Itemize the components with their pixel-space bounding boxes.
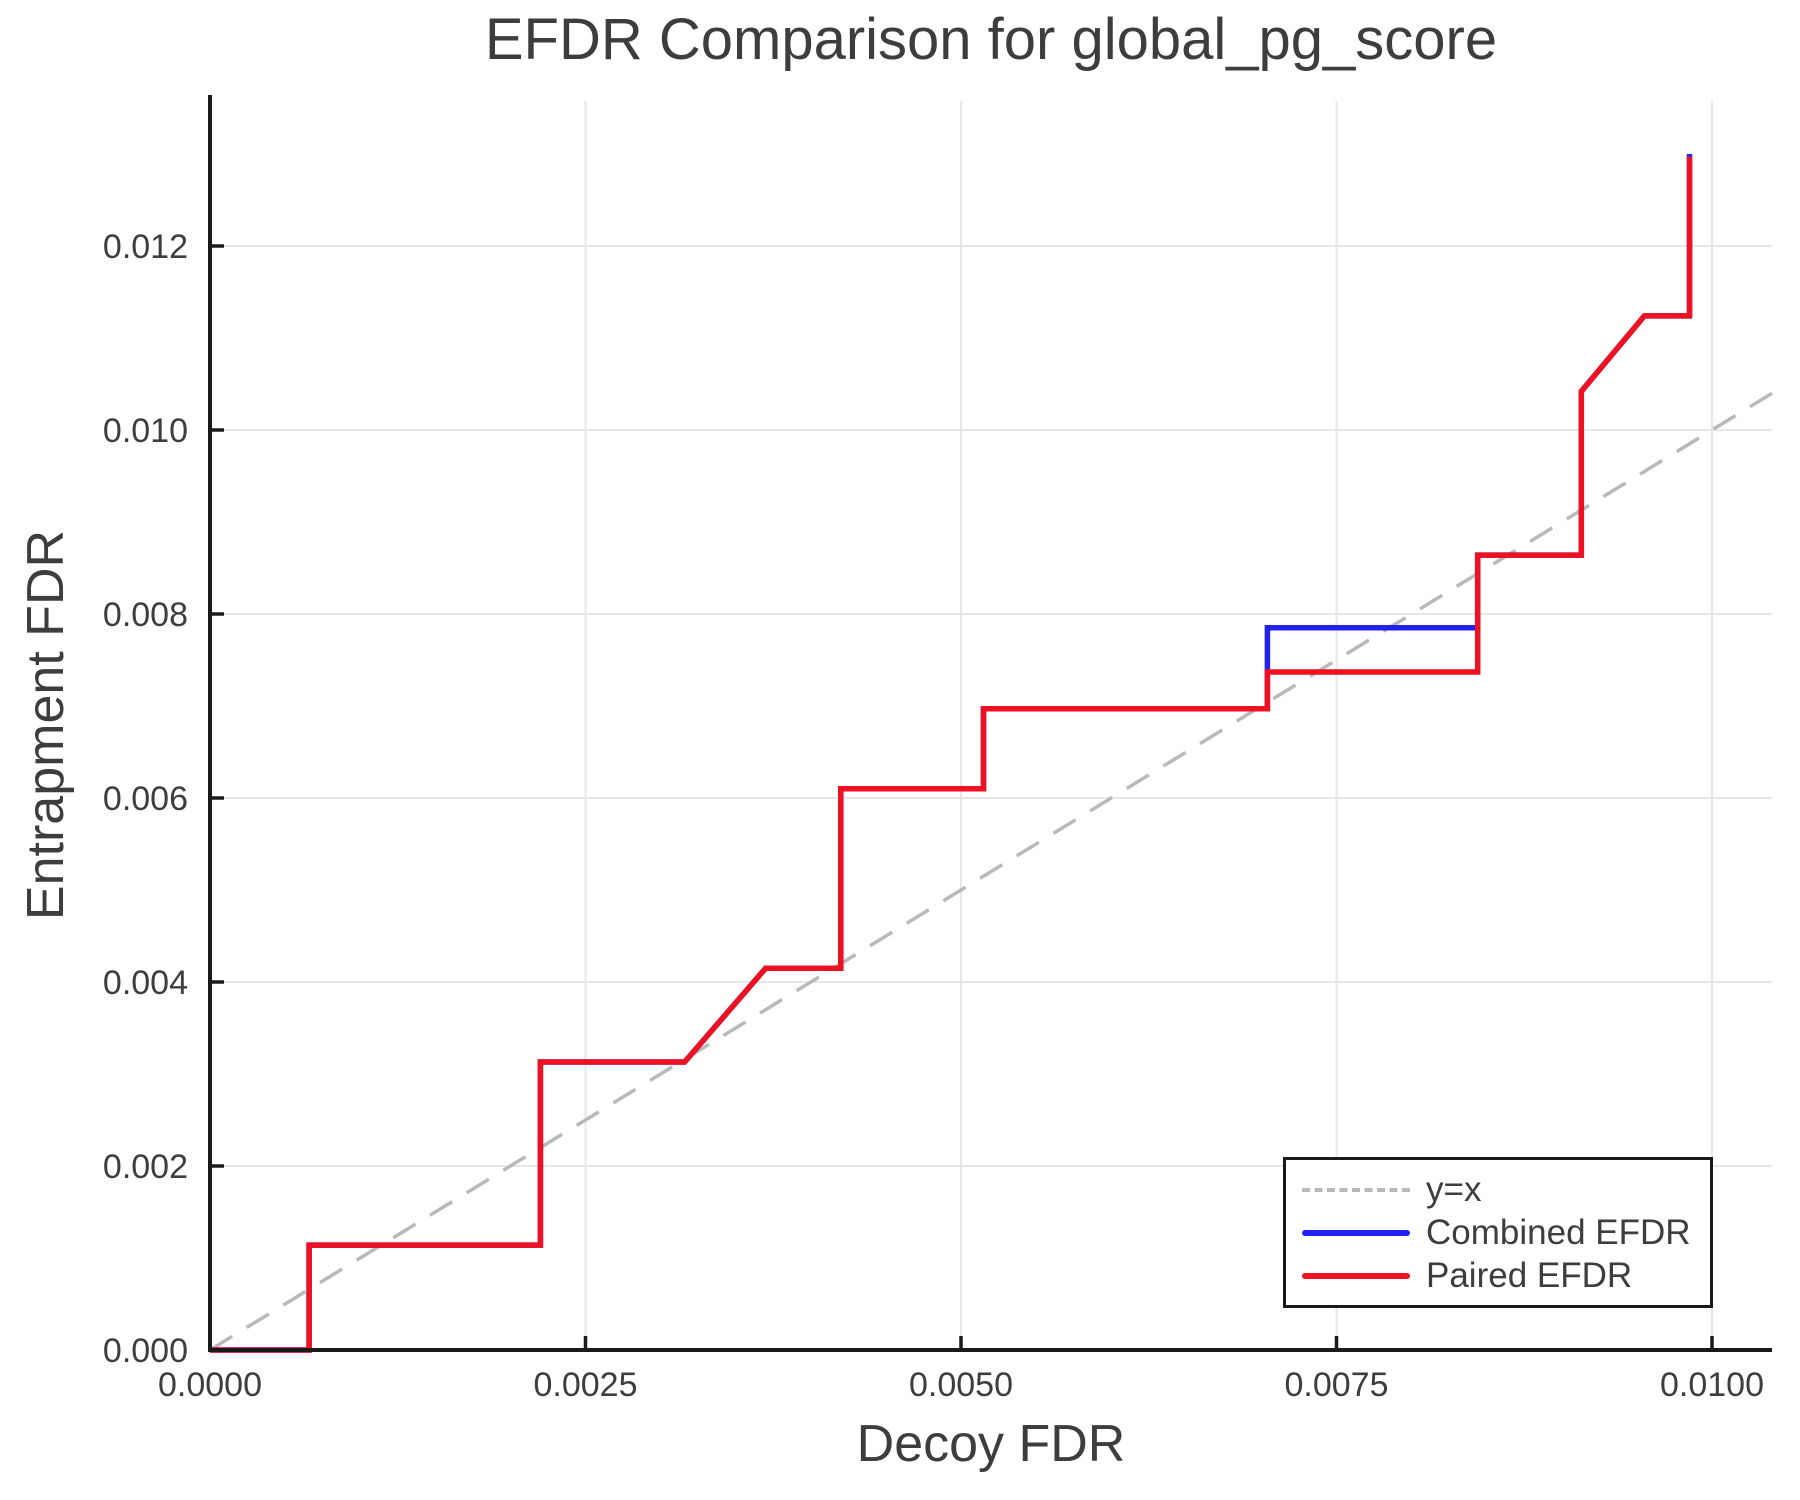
- y-tick-label: 0.008: [103, 596, 188, 634]
- y-tick-label: 0.004: [103, 964, 188, 1002]
- paired-efdr-line: [210, 156, 1693, 1353]
- y-axis-label: Entrapment FDR: [17, 529, 75, 921]
- legend-label: y=x: [1426, 1169, 1482, 1209]
- chart-title: EFDR Comparison for global_pg_score: [484, 7, 1498, 72]
- x-axis-label: Decoy FDR: [856, 1415, 1126, 1473]
- legend-item-combined-efdr: Combined EFDR: [1302, 1213, 1710, 1253]
- y-tick-label: 0.002: [103, 1148, 188, 1186]
- y-tick-label: 0.006: [103, 780, 188, 818]
- red-line-swatch: [1302, 1272, 1410, 1279]
- y-tick-label: 0.012: [103, 228, 188, 266]
- blue-line-swatch: [1302, 1229, 1410, 1236]
- x-tick-label: 0.0100: [1660, 1366, 1764, 1404]
- legend-label: Combined EFDR: [1426, 1212, 1691, 1252]
- x-tick-label: 0.0000: [158, 1366, 262, 1404]
- y-tick-label: 0.000: [103, 1332, 188, 1370]
- legend-label: Paired EFDR: [1426, 1255, 1633, 1295]
- x-tick-label: 0.0050: [909, 1366, 1013, 1404]
- dashed-line-swatch: [1302, 1187, 1410, 1192]
- legend: y=x Combined EFDR Paired EFDR: [1283, 1157, 1713, 1308]
- legend-item-yx: y=x: [1302, 1170, 1710, 1210]
- y-tick-label: 0.010: [103, 412, 188, 450]
- legend-item-paired-efdr: Paired EFDR: [1302, 1256, 1710, 1296]
- x-tick-label: 0.0025: [534, 1366, 638, 1404]
- x-tick-label: 0.0075: [1285, 1366, 1389, 1404]
